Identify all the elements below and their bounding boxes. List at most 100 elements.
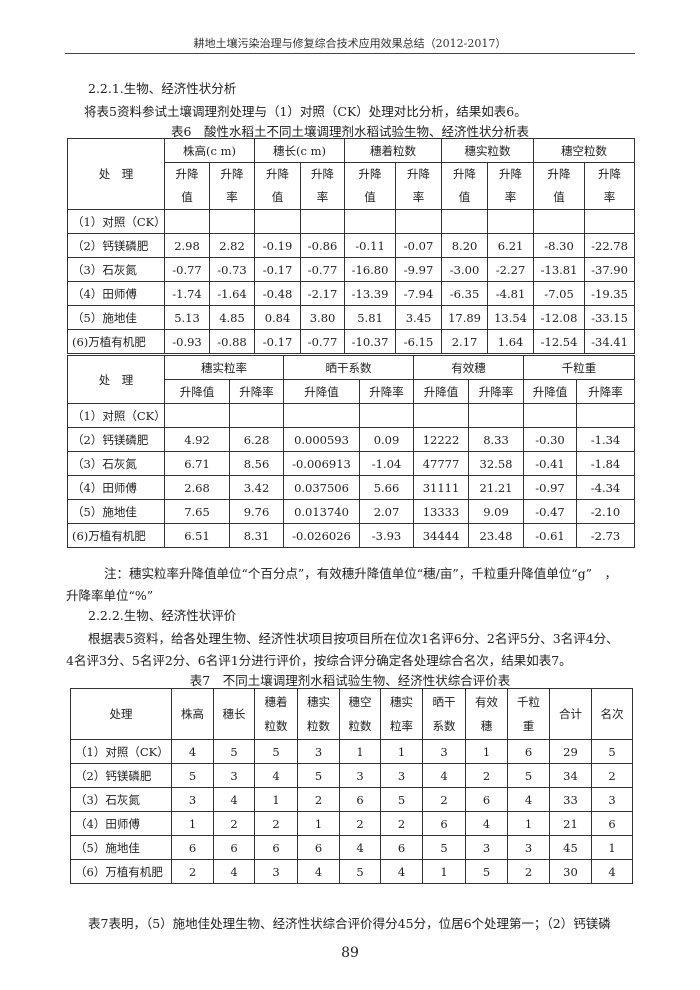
cell: 8.56 — [229, 451, 284, 476]
running-header: 耕地土壤污染治理与修复综合技术应用效果总结（2012-2017） — [193, 37, 507, 50]
cell: 2 — [297, 787, 340, 812]
cell: -1.34 — [576, 427, 635, 452]
group-header: 穗长(c m) — [254, 138, 346, 163]
cell: 1 — [297, 811, 340, 836]
cell: -13.81 — [533, 257, 586, 282]
cell: 21 — [549, 811, 592, 836]
row-label: （2）钙镁磷肥 — [67, 427, 165, 452]
cell: -0.48 — [254, 281, 302, 306]
sub-header: 升降率 — [468, 379, 524, 404]
sub-header: 升降值 — [164, 379, 230, 404]
cell: -0.47 — [523, 499, 577, 524]
group-header: 穗实粒率 — [164, 355, 284, 380]
cell: 4 — [254, 763, 298, 788]
sub-header: 升降值 — [523, 379, 577, 404]
table6-part2: 处 理穗实粒率 晒干系数 有效穗 千粒重 升降值 升降率 升降值 升降率 升降值 升降率 升降值 升降… — [67, 355, 635, 548]
group-header: 晒干系数 — [283, 355, 414, 380]
cell: 5.13 — [164, 305, 210, 330]
cell: -22.78 — [584, 233, 636, 258]
cell: -2.27 — [487, 257, 535, 282]
cell: 4 — [171, 739, 214, 764]
cell: 6 — [171, 835, 214, 860]
cell: -0.41 — [523, 451, 577, 476]
cell: -0.73 — [208, 257, 256, 282]
cell: 1 — [254, 787, 298, 812]
cell: 2.68 — [164, 475, 230, 500]
cell: 34 — [549, 763, 592, 788]
cell: -13.39 — [344, 281, 397, 306]
cell: -0.93 — [164, 329, 210, 354]
column-header: 穗空 粒数 — [339, 688, 381, 740]
cell: -3.93 — [359, 523, 414, 548]
sub-header: 升降率 — [576, 379, 635, 404]
cell: 1 — [422, 859, 466, 884]
sub-header: 升降率 — [584, 162, 636, 210]
table6-part1: 处 理株高(c m) 穗长(c m) 穗着粒数 穗实粒数 穗空粒数 升降值 升降率 升降值 升降… — [67, 138, 636, 354]
cell: 2 — [339, 811, 381, 836]
cell — [395, 209, 443, 234]
cell: 6 — [254, 835, 298, 860]
cell: -7.94 — [395, 281, 443, 306]
cell: 6.51 — [164, 523, 230, 548]
cell: 7.65 — [164, 499, 230, 524]
cell: 6 — [213, 835, 255, 860]
row-label: (6)万植有机肥 — [67, 523, 165, 548]
cell — [441, 209, 489, 234]
cell: 5.81 — [344, 305, 397, 330]
cell — [283, 403, 360, 428]
cell: 5 — [213, 739, 255, 764]
cell: -34.41 — [584, 329, 636, 354]
table6-note-line1: 注：穗实粒率升降值单位“个百分点”，有效穗升降值单位“穗/亩”，千粒重升降值单位… — [104, 566, 618, 581]
table-row: (6)万植有机肥 -0.93 -0.88 -0.17 -0.77 -10.37 -6.15 2… — [67, 329, 636, 354]
column-header: 穗着 粒数 — [254, 688, 298, 740]
cell: 2 — [465, 763, 508, 788]
row-label: （3）石灰氮 — [70, 787, 172, 812]
table-row: （3）石灰氮 6.71 8.56 -0.006913 -1.04 47777 32.58 -0… — [67, 451, 635, 476]
table7: 处理 株高 穗长 穗着 粒数 穗实 粒数 穗空 粒数 穗实 粒率 晒干 系数 有效 穗千粒 重合… — [70, 688, 633, 884]
cell: 2 — [254, 811, 298, 836]
group-header: 千粒重 — [523, 355, 635, 380]
cell: -1.04 — [359, 451, 414, 476]
group-header: 穗空粒数 — [533, 138, 636, 163]
sub-header: 升降值 — [413, 379, 469, 404]
table-row: （5）施地佳 5.13 4.85 0.84 3.80 5.81 3.45 17.89 13.54… — [67, 305, 636, 330]
cell: 29 — [549, 739, 592, 764]
column-header: 穗实 粒率 — [380, 688, 423, 740]
cell: -2.17 — [300, 281, 346, 306]
cell: 2.82 — [208, 233, 256, 258]
cell: -0.97 — [523, 475, 577, 500]
table6-note-line2: 升降率单位“%” — [66, 588, 154, 603]
cell: 1 — [380, 739, 423, 764]
cell: 6 — [339, 787, 381, 812]
cell: -0.61 — [523, 523, 577, 548]
column-header: 穗长 — [213, 688, 255, 740]
cell: 3 — [465, 835, 508, 860]
row-label: （1）对照（CK） — [67, 403, 166, 428]
cell — [413, 403, 469, 428]
cell: -0.88 — [208, 329, 256, 354]
cell: 4 — [507, 787, 550, 812]
sub-header: 升降率 — [300, 162, 346, 210]
cell: 2.07 — [359, 499, 414, 524]
cell: -3.00 — [441, 257, 489, 282]
cell: 5 — [339, 859, 381, 884]
cell: 0.037506 — [283, 475, 360, 500]
column-header: 千粒 重 — [507, 688, 550, 740]
sub-header: 升降值 — [283, 379, 360, 404]
cell: 32.58 — [468, 451, 524, 476]
cell: -6.15 — [395, 329, 443, 354]
table-row: （6）万植有机肥 2 4 3 4 5 4 1 5 2 30 4 — [70, 859, 633, 884]
cell: -8.30 — [533, 233, 586, 258]
cell: 6 — [380, 835, 423, 860]
cell: 3 — [380, 763, 423, 788]
cell: -0.11 — [344, 233, 397, 258]
sub-header: 升降值 — [441, 162, 489, 210]
corner-header: 处 理 — [67, 138, 165, 210]
table-row: （4）田师傅 2.68 3.42 0.037506 5.66 31111 21.21 -0.9… — [67, 475, 635, 500]
cell: -4.81 — [487, 281, 535, 306]
cell: 0.84 — [254, 305, 302, 330]
cell — [487, 209, 535, 234]
cell: 5 — [591, 739, 633, 764]
page-number: 89 — [341, 945, 359, 961]
column-header: 晒干 系数 — [422, 688, 466, 740]
